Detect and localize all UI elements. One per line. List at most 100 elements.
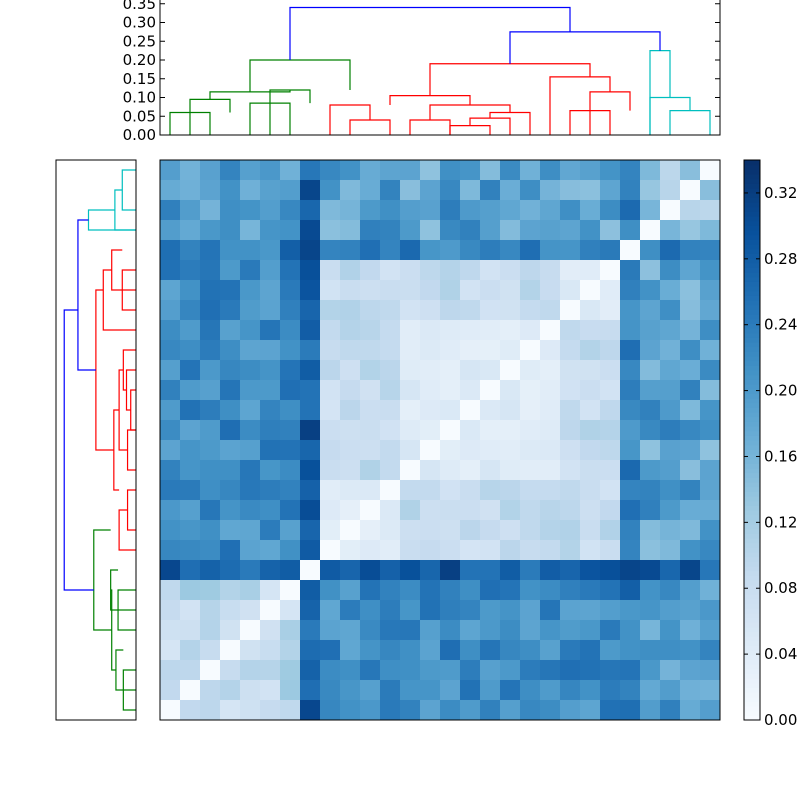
top-dendrogram-link	[649, 50, 671, 135]
heatmap-cell	[520, 440, 541, 461]
heatmap-cell	[220, 200, 241, 221]
heatmap-cell	[460, 340, 481, 361]
heatmap-cell	[500, 540, 521, 561]
heatmap-cell	[420, 480, 441, 501]
heatmap-cell	[460, 480, 481, 501]
heatmap-cell	[400, 700, 421, 721]
heatmap-cell	[240, 420, 261, 441]
colorbar-segment	[744, 617, 760, 623]
heatmap-cell	[360, 300, 381, 321]
colorbar-segment	[744, 458, 760, 464]
heatmap-cell	[560, 500, 581, 521]
heatmap-cell	[420, 400, 441, 421]
colorbar-segment	[744, 178, 760, 184]
heatmap-cell	[240, 340, 261, 361]
top-dendrogram-frame	[159, 0, 721, 136]
heatmap-cell	[320, 600, 341, 621]
heatmap-cell	[540, 580, 561, 601]
heatmap-cell	[200, 420, 221, 441]
heatmap-cell	[560, 220, 581, 241]
heatmap-cell	[540, 320, 561, 341]
colorbar-segment	[744, 519, 760, 525]
colorbar-segment	[744, 491, 760, 497]
heatmap-cell	[460, 180, 481, 201]
heatmap-cell	[420, 160, 441, 181]
heatmap-cell	[220, 700, 241, 721]
heatmap-cell	[640, 500, 661, 521]
colorbar-segment	[744, 603, 760, 609]
heatmap-cell	[240, 520, 261, 541]
heatmap-cell	[320, 640, 341, 661]
heatmap-cell	[540, 360, 561, 381]
heatmap-cell	[640, 380, 661, 401]
colorbar-segment	[744, 211, 760, 217]
heatmap-cell	[480, 480, 501, 501]
heatmap-cell	[700, 620, 721, 641]
heatmap-cell	[640, 440, 661, 461]
heatmap-cell	[540, 160, 561, 181]
heatmap-cell	[160, 700, 181, 721]
heatmap-cell	[240, 540, 261, 561]
heatmap-cell	[500, 660, 521, 681]
heatmap-cell	[420, 340, 441, 361]
heatmap-cell	[560, 560, 581, 581]
heatmap-cell	[320, 540, 341, 561]
heatmap-cell	[180, 620, 201, 641]
heatmap-cell	[180, 220, 201, 241]
heatmap-cell	[360, 280, 381, 301]
colorbar-segment	[744, 430, 760, 436]
heatmap-cell	[380, 460, 401, 481]
heatmap-cell	[560, 160, 581, 181]
heatmap-cell	[200, 480, 221, 501]
left-dendrogram-frame	[55, 159, 137, 721]
heatmap-cell	[580, 620, 601, 641]
colorbar-segment	[744, 300, 760, 306]
heatmap-cell	[560, 480, 581, 501]
heatmap-cell	[180, 480, 201, 501]
heatmap-cell	[180, 400, 201, 421]
heatmap-cell	[600, 180, 621, 201]
heatmap-cell	[420, 620, 441, 641]
heatmap-cell	[360, 480, 381, 501]
heatmap-cell	[340, 400, 361, 421]
heatmap-cell	[220, 560, 241, 581]
heatmap-cell	[580, 340, 601, 361]
heatmap-cell	[600, 380, 621, 401]
heatmap-cell	[460, 520, 481, 541]
heatmap-cell	[460, 540, 481, 561]
heatmap-cell	[300, 620, 321, 641]
heatmap-cell	[380, 560, 401, 581]
heatmap-cell	[680, 640, 701, 661]
heatmap-cell	[620, 380, 641, 401]
heatmap-cell	[200, 680, 221, 701]
heatmap-cell	[620, 360, 641, 381]
heatmap-cell	[280, 660, 301, 681]
heatmap-cell	[700, 520, 721, 541]
heatmap-cell	[420, 520, 441, 541]
heatmap-cell	[660, 420, 681, 441]
heatmap-cell	[580, 420, 601, 441]
heatmap-cell	[160, 260, 181, 281]
heatmap-cell	[480, 300, 501, 321]
top-axis-tick-label: 0.05	[123, 107, 156, 125]
heatmap-cell	[680, 660, 701, 681]
colorbar-segment	[744, 183, 760, 189]
heatmap-cell	[680, 280, 701, 301]
heatmap-cell	[520, 360, 541, 381]
colorbar-segment	[744, 407, 760, 413]
heatmap-cell	[500, 220, 521, 241]
heatmap-cell	[480, 600, 501, 621]
colorbar-segment	[744, 542, 760, 548]
colorbar-segment	[744, 514, 760, 520]
heatmap-cell	[420, 540, 441, 561]
heatmap-cell	[460, 620, 481, 641]
heatmap-cell	[280, 480, 301, 501]
heatmap-cell	[400, 560, 421, 581]
heatmap-cell	[540, 640, 561, 661]
heatmap-cell	[460, 500, 481, 521]
heatmap-cell	[600, 560, 621, 581]
heatmap-cell	[300, 200, 321, 221]
heatmap-cell	[640, 320, 661, 341]
heatmap-cell	[180, 340, 201, 361]
colorbar-segment	[744, 388, 760, 394]
